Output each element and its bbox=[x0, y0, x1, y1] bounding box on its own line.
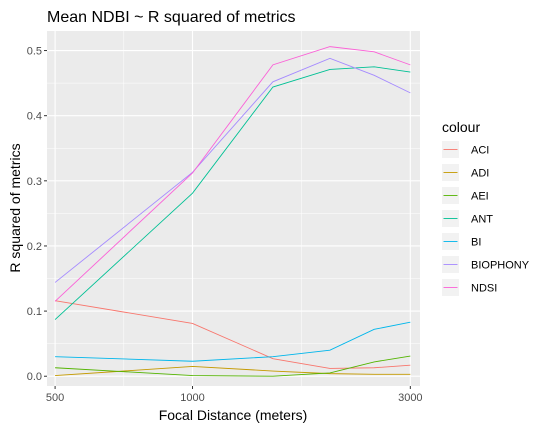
y-tick-label: 0.5 bbox=[27, 46, 42, 58]
series-line-ant bbox=[54, 66, 411, 320]
x-axis-title: Focal Distance (meters) bbox=[159, 407, 308, 423]
minor-gridlines bbox=[47, 31, 420, 386]
series-line-aci bbox=[55, 300, 411, 369]
y-tick-label: 0.2 bbox=[27, 241, 42, 253]
y-axis-title: R squared of metrics bbox=[7, 143, 23, 272]
y-tick-label: 0.4 bbox=[27, 111, 42, 123]
series-line-aei bbox=[55, 355, 411, 377]
legend-title: colour bbox=[442, 119, 480, 135]
legend-label-aei: AEI bbox=[471, 191, 489, 203]
y-tick-label: 0.0 bbox=[27, 371, 42, 383]
legend-label-bi: BI bbox=[471, 237, 481, 249]
legend: colour ACI ADI AEI ANT BI BIOPHONY NDSI bbox=[442, 119, 530, 296]
legend-label-adi: ADI bbox=[471, 168, 489, 180]
y-tick-label: 0.1 bbox=[27, 306, 42, 318]
major-gridlines bbox=[47, 31, 420, 386]
series-line-ndsi bbox=[54, 46, 411, 302]
x-tick-label: 500 bbox=[46, 392, 64, 404]
chart-title: Mean NDBI ~ R squared of metrics bbox=[47, 9, 296, 26]
legend-label-ndsi: NDSI bbox=[471, 283, 497, 295]
legend-label-ant: ANT bbox=[471, 214, 493, 226]
y-tick-label: 0.3 bbox=[27, 176, 42, 188]
x-axis: 500 1000 3000 bbox=[46, 386, 423, 404]
series-lines bbox=[54, 46, 411, 377]
series-line-biophony bbox=[54, 57, 411, 283]
x-tick-label: 1000 bbox=[180, 392, 204, 404]
series-line-bi bbox=[55, 321, 411, 362]
x-tick-label: 3000 bbox=[398, 392, 422, 404]
legend-label-aci: ACI bbox=[471, 145, 489, 157]
plot-panel bbox=[47, 31, 420, 386]
y-axis: 0.0 0.1 0.2 0.3 0.4 0.5 bbox=[27, 46, 47, 383]
series-line-adi bbox=[55, 366, 411, 377]
legend-label-biophony: BIOPHONY bbox=[471, 260, 530, 272]
legend-items: ACI ADI AEI ANT BI BIOPHONY NDSI bbox=[442, 141, 530, 296]
